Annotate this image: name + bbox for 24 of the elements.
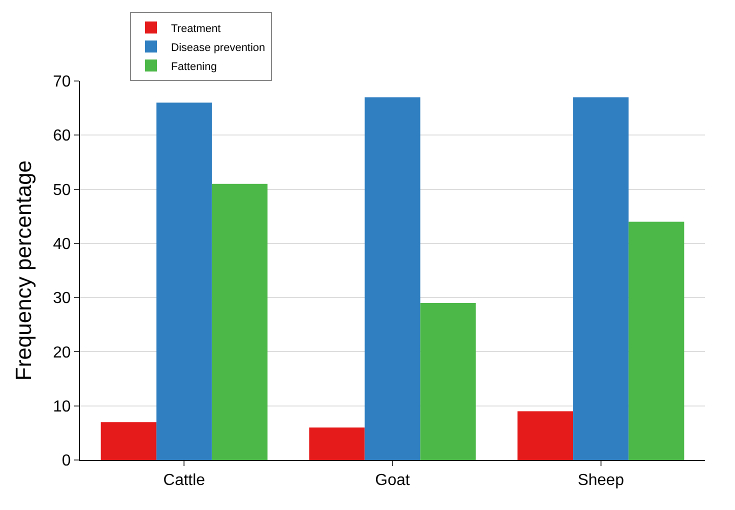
bar <box>420 302 476 460</box>
y-tick-label: 70 <box>53 74 71 91</box>
y-tick-label: 30 <box>53 290 71 308</box>
y-tick-label: 0 <box>62 452 71 470</box>
bar <box>212 184 268 460</box>
bar <box>100 422 156 460</box>
bar <box>628 222 684 460</box>
y-tick-label: 60 <box>53 128 71 145</box>
bar <box>518 411 574 460</box>
bar <box>573 97 629 460</box>
legend-label: Fattening <box>171 60 217 73</box>
y-tick-label: 40 <box>53 236 71 254</box>
bar <box>309 428 365 460</box>
x-tick-label: Cattle <box>163 472 206 490</box>
y-axis-title: Frequency percentage <box>10 160 36 381</box>
y-tick-label: 10 <box>53 398 71 416</box>
legend-label: Disease prevention <box>171 42 266 54</box>
bar <box>364 97 420 460</box>
y-tick-label: 50 <box>53 182 71 199</box>
bar <box>156 102 212 460</box>
x-tick-label: Sheep <box>578 472 624 490</box>
x-tick-label: Goat <box>375 472 410 490</box>
y-tick-label: 20 <box>53 344 71 362</box>
legend-label: Treatment <box>171 22 221 35</box>
